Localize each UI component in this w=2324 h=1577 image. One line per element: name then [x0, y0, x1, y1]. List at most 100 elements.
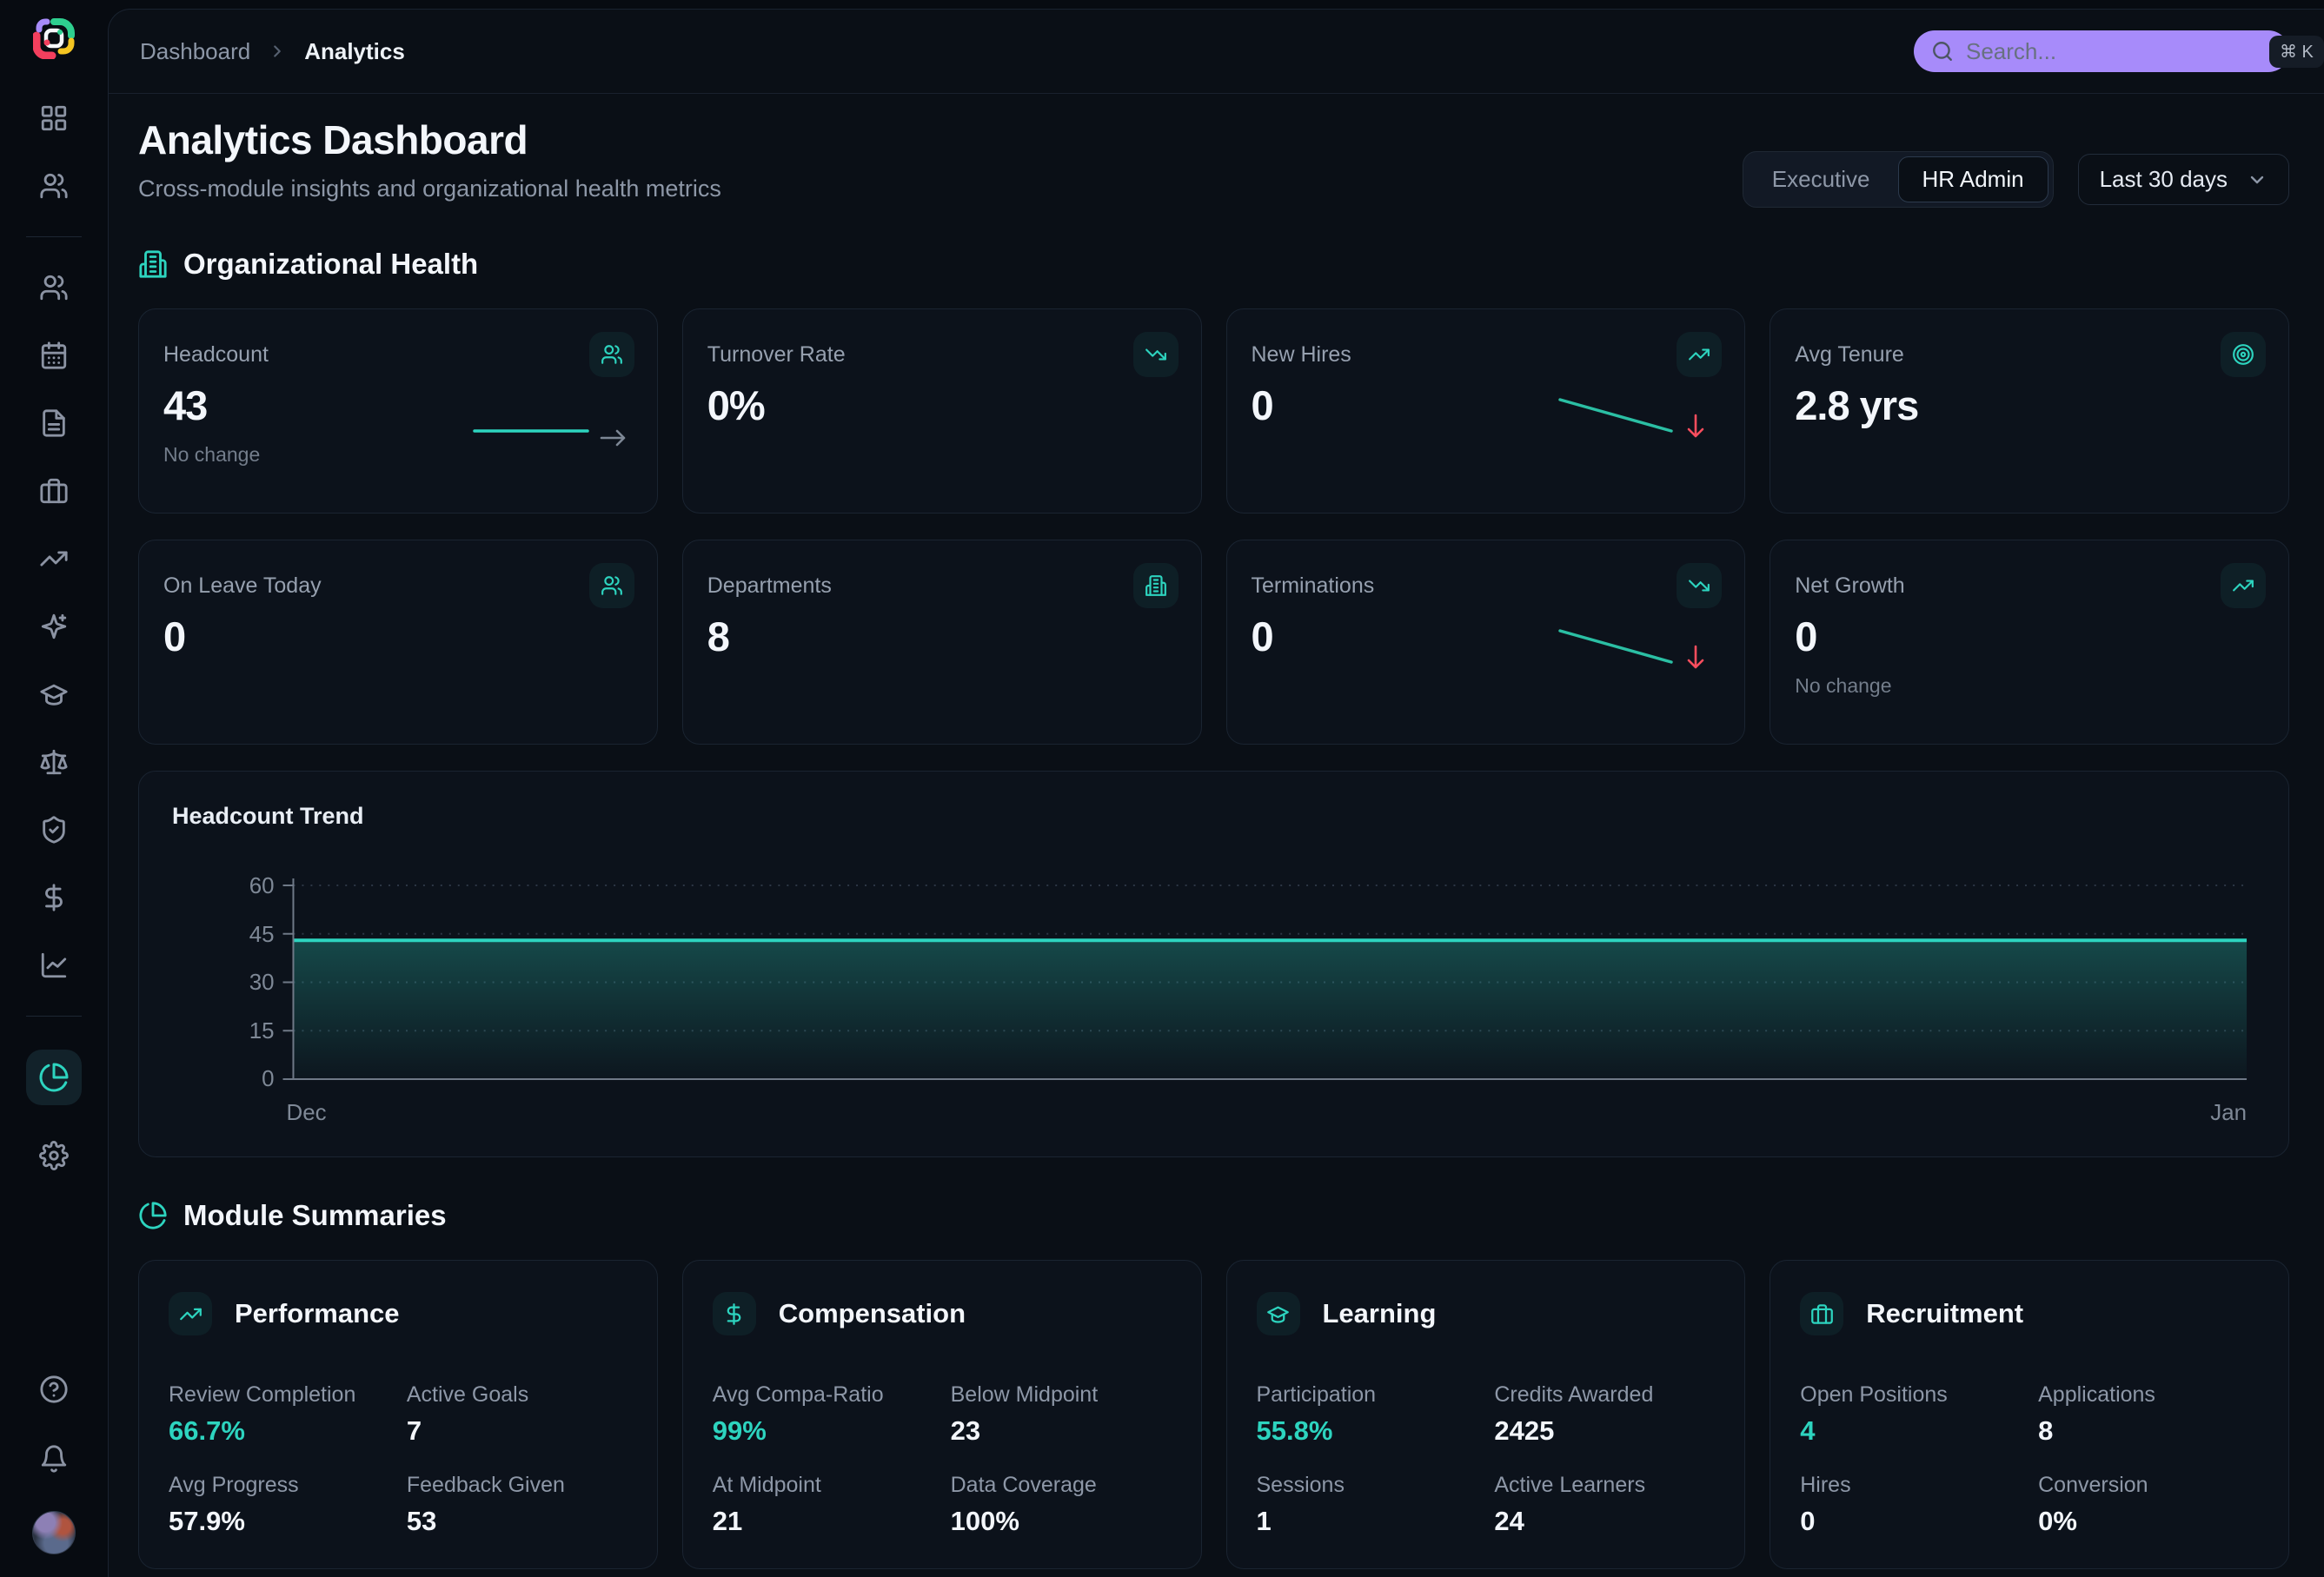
toggle-hr-admin-button[interactable]: HR Admin [1897, 156, 2048, 202]
stat-value: 2.8 yrs [1795, 382, 1919, 428]
stat-label: Terminations [1251, 573, 1375, 598]
users-icon [39, 273, 69, 302]
module-grid: Performance Review Completion 66.7% Acti… [138, 1260, 2289, 1577]
module-stat: Avg Progress 57.9% [169, 1473, 299, 1536]
calendar-icon [39, 341, 69, 370]
module-stat: Conversion 0% [2038, 1473, 2148, 1536]
stat-card-turnover-rate: Turnover Rate 0% [681, 308, 1202, 514]
headcount-trend-card: Headcount Trend [138, 771, 2289, 1157]
sidebar-item-reports[interactable] [37, 948, 71, 983]
module-stat: Below Midpoint 23 [950, 1382, 1099, 1446]
y-tick-60: 60 [249, 874, 275, 898]
graduation-cap-icon [39, 679, 69, 709]
sidebar-item-compliance[interactable] [37, 812, 71, 847]
trending-up-icon [2221, 563, 2266, 608]
stat-label: Turnover Rate [707, 342, 846, 367]
briefcase-icon [39, 476, 69, 506]
main-panel: Dashboard Analytics ⌘ K Analytics Dashbo… [108, 9, 2324, 1577]
module-card-learning: Learning Participation 55.8% Credits Awa… [1225, 1260, 1746, 1569]
search-bar[interactable]: ⌘ K [1914, 30, 2324, 72]
trending-up-icon [1677, 332, 1723, 377]
module-title: Compensation [778, 1298, 966, 1329]
notifications-button[interactable] [37, 1441, 71, 1476]
sidebar-item-ai[interactable] [37, 609, 71, 644]
sidebar-nav [26, 101, 82, 1173]
sidebar-item-calendar[interactable] [37, 338, 71, 373]
module-stat: Hires 0 [1800, 1473, 1851, 1536]
sparkline-flat [469, 393, 633, 461]
building-icon [138, 249, 168, 279]
target-icon [2221, 332, 2266, 377]
module-card-recruitment: Recruitment Open Positions 4 Application… [1770, 1260, 2289, 1569]
stat-card-departments: Departments 8 [681, 540, 1202, 745]
content: Analytics Dashboard Cross-module insight… [109, 94, 2324, 1577]
module-card-performance: Performance Review Completion 66.7% Acti… [138, 1260, 658, 1569]
org-health-grid: Headcount 43 No change Turnover Rate 0% … [138, 308, 2289, 745]
module-title: Performance [235, 1298, 400, 1329]
sidebar-item-recruitment[interactable] [37, 474, 71, 508]
date-range-select[interactable]: Last 30 days [2077, 154, 2289, 205]
sidebar-item-team[interactable] [37, 169, 71, 203]
module-stat: Active Learners 24 [1494, 1473, 1646, 1536]
module-stat: Feedback Given 53 [406, 1473, 565, 1536]
sidebar [0, 0, 108, 1577]
y-tick-0: 0 [262, 1067, 274, 1091]
stat-value: 43 [163, 382, 208, 428]
users-icon [588, 563, 634, 608]
sidebar-item-dashboard[interactable] [37, 101, 71, 136]
stat-card-new-hires: New Hires 0 [1225, 308, 1746, 514]
stat-label: New Hires [1251, 342, 1351, 367]
sidebar-item-settings[interactable] [37, 1138, 71, 1173]
chevron-down-icon [2247, 169, 2268, 190]
search-icon [1931, 40, 1954, 63]
stat-value: 8 [707, 613, 730, 659]
chevron-right-icon [268, 42, 287, 61]
module-stat: Data Coverage 100% [950, 1473, 1097, 1536]
module-title: Learning [1322, 1298, 1437, 1329]
help-button[interactable] [37, 1372, 71, 1407]
page-title: Analytics Dashboard [138, 117, 528, 162]
chart-line-icon [39, 951, 69, 980]
sidebar-item-compensation[interactable] [37, 880, 71, 915]
stat-label: Net Growth [1795, 573, 1905, 598]
stat-card-avg-tenure: Avg Tenure 2.8 yrs [1770, 308, 2289, 514]
y-tick-30: 30 [249, 971, 275, 995]
scale-icon [39, 747, 69, 777]
sidebar-item-documents[interactable] [37, 406, 71, 441]
breadcrumb: Dashboard Analytics [140, 38, 405, 65]
module-stat: Credits Awarded 2425 [1494, 1382, 1654, 1446]
sidebar-item-people[interactable] [37, 270, 71, 305]
stat-card-headcount: Headcount 43 No change [138, 308, 658, 514]
sidebar-divider [26, 1016, 82, 1017]
user-avatar[interactable] [32, 1511, 76, 1554]
module-card-compensation: Compensation Avg Compa-Ratio 99% Below M… [681, 1260, 1202, 1569]
module-stat: Active Goals 7 [406, 1382, 529, 1446]
module-summaries-section-header: Module Summaries [138, 1199, 2289, 1232]
building-icon [1132, 563, 1179, 608]
sidebar-item-learning[interactable] [37, 677, 71, 712]
help-circle-icon [39, 1375, 69, 1404]
shield-check-icon [39, 815, 69, 845]
breadcrumb-analytics: Analytics [304, 37, 405, 64]
search-input[interactable] [1966, 37, 2257, 65]
module-stat: Avg Compa-Ratio 99% [712, 1382, 884, 1446]
sparkline-down [1557, 624, 1720, 692]
header-controls: Executive HR Admin Last 30 days [1742, 151, 2289, 208]
toggle-executive-button[interactable]: Executive [1771, 166, 1870, 192]
module-title: Recruitment [1866, 1298, 2024, 1329]
sidebar-item-performance[interactable] [37, 541, 71, 576]
org-health-section-header: Organizational Health [138, 248, 2289, 281]
sidebar-item-analytics-active[interactable] [26, 1050, 82, 1105]
users-icon [39, 171, 69, 201]
view-toggle: Executive HR Admin [1742, 151, 2054, 208]
module-stat: Participation 55.8% [1256, 1382, 1377, 1446]
sparkles-icon [39, 612, 69, 641]
breadcrumb-dashboard[interactable]: Dashboard [140, 37, 251, 64]
app-logo-icon[interactable] [33, 17, 75, 59]
sparkline-down [1557, 393, 1720, 461]
headcount-trend-chart: 60 45 30 15 0 Dec Jan [172, 866, 2255, 1127]
module-stat: Sessions 1 [1256, 1473, 1345, 1536]
sidebar-item-er[interactable] [37, 745, 71, 779]
stat-label: On Leave Today [163, 573, 322, 598]
module-stat: Applications 8 [2038, 1382, 2155, 1446]
